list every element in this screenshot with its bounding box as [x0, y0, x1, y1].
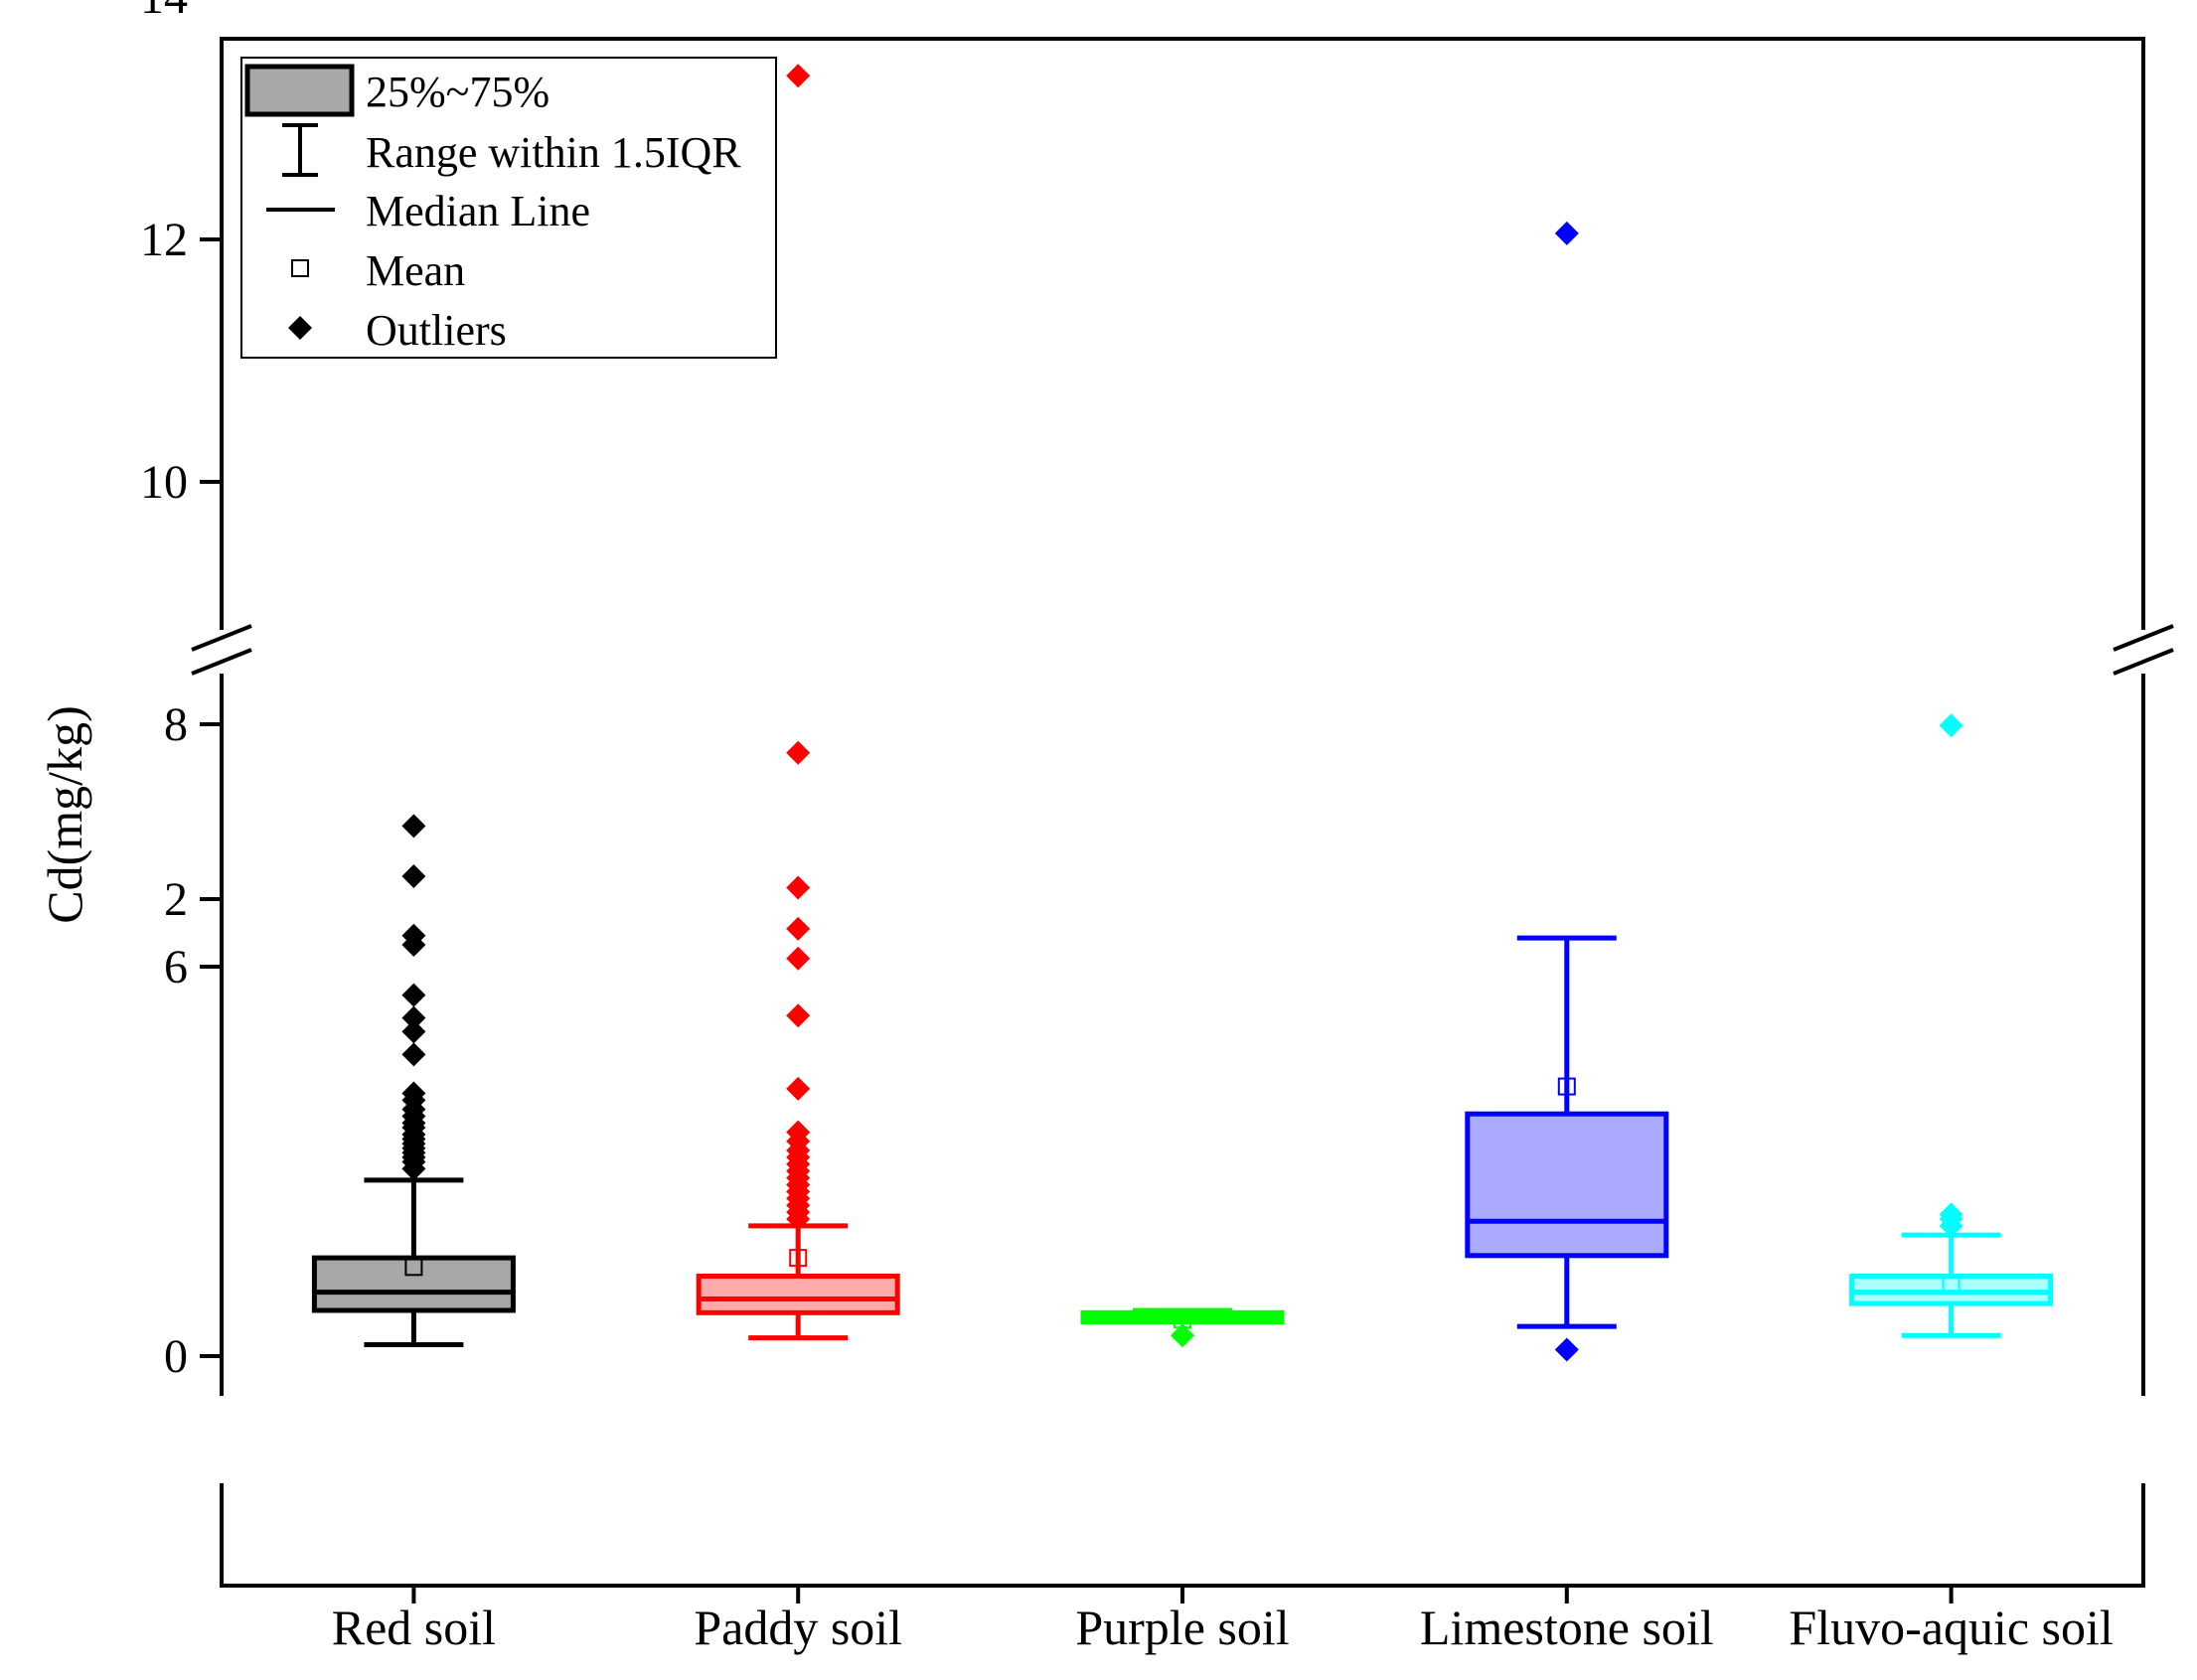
mean-marker: [404, 1258, 423, 1277]
legend-outlier-symbol: [288, 316, 312, 340]
outlier-point: [786, 64, 811, 88]
box-purple-soil: [1080, 1307, 1285, 1348]
y-axis-label: Cd(mg/kg): [37, 705, 92, 923]
axis-gap-left: [216, 1396, 228, 1483]
outlier-point: [1939, 713, 1963, 738]
legend-label: 25%~75%: [366, 68, 549, 116]
legend-mean-symbol: [291, 259, 309, 277]
axis-break-mark-left: [191, 648, 252, 676]
outlier-point: [786, 1120, 811, 1145]
axis-break-mark-right: [2113, 648, 2174, 676]
legend-label: Range within 1.5IQR: [366, 128, 741, 177]
box-red-soil: [311, 814, 516, 1347]
outlier-point: [786, 875, 811, 900]
box-limestone-soil: [1465, 221, 1669, 1362]
axis-break-mark-right: [2113, 624, 2174, 652]
outlier-point: [786, 916, 811, 941]
outlier-point: [786, 1076, 811, 1101]
legend-label: Mean: [366, 246, 465, 295]
legend-box-symbol: [244, 64, 355, 117]
x-tick-label: Purple soil: [1075, 1600, 1289, 1655]
outlier-point: [401, 923, 426, 948]
iqr-box: [1465, 1111, 1669, 1259]
outlier-point: [401, 1019, 426, 1044]
legend-item-25-75: 25%~75%: [244, 64, 549, 117]
y-tick-label: 8: [164, 698, 188, 751]
outlier-point: [1171, 1323, 1194, 1348]
axis-gap-right: [2137, 1396, 2149, 1483]
axis-break-mark-left: [191, 624, 252, 652]
x-tick-label: Paddy soil: [694, 1600, 902, 1655]
outlier-point: [401, 1042, 426, 1067]
outlier-point: [1939, 1202, 1963, 1227]
y-tick-label: 12: [140, 214, 188, 266]
iqr-box: [311, 1255, 516, 1313]
legend-label: Outliers: [366, 306, 507, 355]
legend-item-outliers: Outliers: [288, 306, 507, 355]
legend-item-median-line: Median Line: [266, 187, 590, 235]
outlier-point: [401, 1081, 426, 1106]
mean-marker: [1942, 1276, 1961, 1295]
iqr-box: [696, 1274, 900, 1315]
legend-item-mean: Mean: [291, 246, 465, 295]
legend: 25%~75% Range within 1.5IQR Median Line Mea…: [240, 57, 777, 359]
outlier-point: [786, 740, 811, 765]
mean-marker: [1557, 1077, 1576, 1096]
y-tick-label: 0: [164, 1330, 188, 1383]
x-tick-label: Limestone soil: [1420, 1600, 1714, 1655]
outlier-point: [786, 946, 811, 971]
legend-label: Median Line: [366, 187, 590, 235]
mean-marker: [789, 1249, 808, 1268]
outlier-point: [1554, 1337, 1579, 1362]
y-tick-label: 10: [140, 456, 188, 509]
legend-item-range-within-1-5iqr: Range within 1.5IQR: [282, 123, 741, 177]
axes: 0 2 6 8 10 12 14 Red soil Paddy soil Purple soil L…: [140, 0, 2174, 1655]
outlier-point: [401, 983, 426, 1007]
y-tick-label: 6: [164, 941, 188, 993]
outlier-point: [786, 1003, 811, 1028]
x-tick-label: Fluvo-aquic soil: [1789, 1600, 2113, 1655]
chart-marks: [311, 64, 2054, 1362]
box-paddy-soil: [696, 64, 900, 1341]
box-fluvo-aquic-soil: [1849, 713, 2054, 1338]
outlier-point: [401, 1005, 426, 1030]
outlier-point: [401, 864, 426, 888]
x-tick-label: Red soil: [332, 1600, 496, 1655]
outlier-point: [401, 814, 426, 839]
outlier-point: [1554, 221, 1579, 245]
y-tick-label: 14: [140, 0, 188, 24]
y-tick-label: 2: [164, 873, 188, 926]
